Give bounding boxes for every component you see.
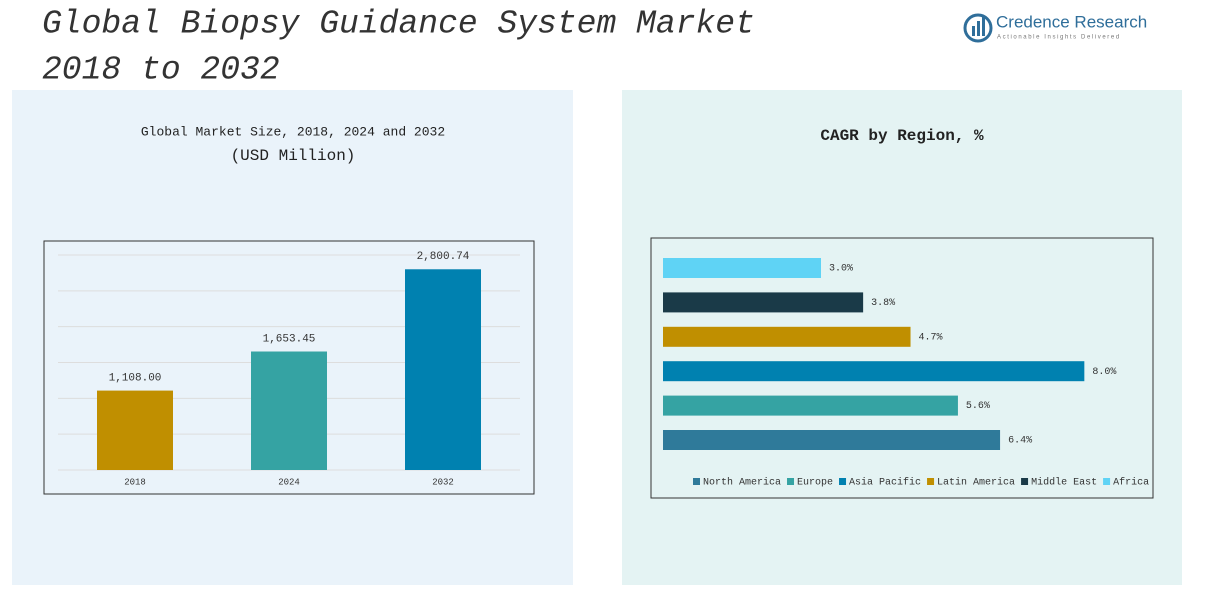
x-tick-label: 2032 (432, 477, 454, 487)
bar (663, 430, 1001, 450)
data-label: 3.8% (871, 298, 895, 309)
chart-subtitle: (USD Million) (231, 147, 356, 165)
legend-label: Middle East (1031, 477, 1097, 489)
chart-title: Global Market Size, 2018, 2024 and 2032 (141, 124, 445, 139)
legend-swatch (693, 478, 700, 485)
page-title: Global Biopsy Guidance System Market (42, 6, 755, 43)
brand-name: Credence Research (996, 12, 1147, 31)
bar (251, 351, 327, 470)
x-tick-label: 2018 (124, 477, 146, 487)
bar (663, 361, 1085, 382)
legend-swatch (1103, 478, 1111, 485)
data-label: 3.0% (829, 264, 853, 275)
legend-swatch (787, 478, 795, 485)
logo-icon (963, 13, 993, 43)
chart-title: CAGR by Region, % (820, 127, 984, 145)
bar (405, 269, 481, 470)
x-tick-label: 2024 (278, 477, 300, 487)
bar (97, 390, 173, 470)
legend-label: North America (703, 477, 781, 489)
data-label: 4.7% (919, 332, 943, 343)
data-label: 8.0% (1092, 367, 1116, 378)
data-label: 1,653.45 (263, 333, 316, 345)
logo-icon (972, 26, 975, 36)
legend-label: Latin America (937, 477, 1015, 489)
data-label: 2,800.74 (417, 251, 470, 263)
legend-swatch (839, 478, 847, 485)
bar (663, 258, 821, 278)
plot-frame (43, 240, 535, 495)
logo: Credence Research Actionable Insights De… (963, 12, 1147, 43)
legend-swatch (1021, 478, 1029, 485)
bar (663, 326, 911, 347)
logo-icon (977, 21, 980, 36)
legend-label: Africa (1113, 477, 1149, 489)
brand-tagline: Actionable Insights Delivered (997, 35, 1121, 41)
data-label: 1,108.00 (109, 372, 162, 384)
legend-label: Europe (797, 478, 833, 489)
bar (663, 292, 864, 313)
bar (663, 395, 958, 416)
data-label: 5.6% (966, 401, 990, 412)
plot-frame (650, 237, 1154, 499)
data-label: 6.4% (1008, 436, 1032, 447)
legend-swatch (927, 478, 935, 485)
legend-label: Asia Pacific (849, 477, 921, 489)
page-title: 2018 to 2032 (42, 52, 280, 89)
logo-icon (982, 17, 985, 36)
